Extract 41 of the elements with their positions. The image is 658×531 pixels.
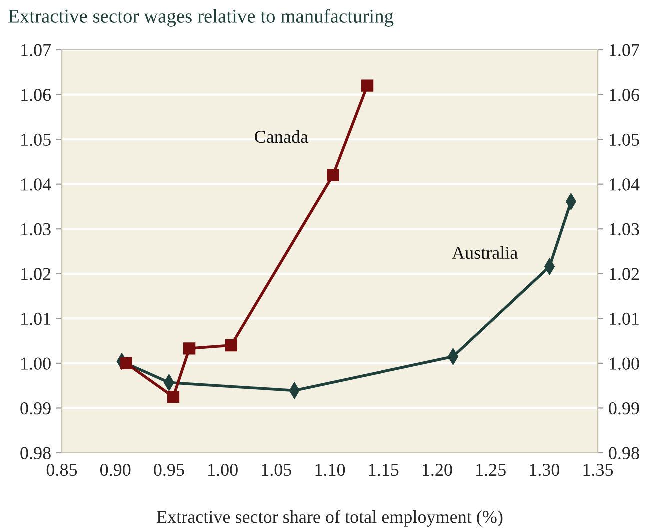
point [225, 339, 238, 352]
point [167, 390, 180, 404]
y2-tick-label: 1.06 [610, 89, 640, 102]
y-tick-label: 0.99 [20, 402, 51, 415]
series-label: Australia [452, 246, 518, 260]
x-tick-label: 1.00 [208, 464, 238, 476]
y-tick-label: 1.02 [22, 268, 51, 280]
x-tick-label: 1.30 [530, 464, 560, 476]
x-axis-title: Extractive sector share of total employment (%) [157, 510, 503, 527]
x-tick-label: 0.95 [154, 464, 184, 476]
x-tick-label: 1.35 [584, 464, 614, 476]
y2-tick-label: 1.05 [610, 134, 640, 146]
chart-title: Extractive sector wages relative to manufacturing [8, 9, 394, 27]
x-tick-label: 1.10 [316, 464, 346, 476]
y2-tick-label: 1.01 [610, 312, 639, 326]
y2-tick-label: 1.04 [610, 178, 640, 191]
series-label: Canada [255, 130, 308, 144]
x-tick-label: 1.20 [422, 464, 452, 476]
x-tick-label: 1.25 [476, 464, 506, 476]
y-tick-label: 0.98 [20, 447, 51, 460]
y2-tick-label: 0.98 [609, 447, 640, 460]
y2-tick-label: 1.00 [610, 358, 640, 370]
y-tick-label: 1.05 [22, 134, 51, 146]
y2-tick-label: 1.02 [610, 268, 640, 280]
x-tick-label: 0.85 [46, 464, 78, 476]
y2-tick-label: 0.99 [609, 402, 640, 415]
y-tick-label: 1.00 [22, 358, 51, 370]
y2-tick-label: 1.07 [610, 44, 640, 57]
x-tick-label: 0.90 [100, 464, 131, 476]
point [361, 80, 374, 92]
y-tick-label: 1.01 [22, 312, 50, 326]
y-tick-label: 1.04 [22, 178, 52, 191]
y-tick-label: 1.03 [22, 223, 51, 236]
point [183, 342, 196, 355]
y-tick-label: 1.06 [22, 89, 52, 102]
y-tick-label: 1.07 [22, 44, 52, 57]
x-tick-label: 1.05 [262, 464, 292, 476]
y2-tick-label: 1.03 [610, 223, 640, 236]
point [327, 169, 340, 182]
point [120, 357, 132, 370]
x-tick-label: 1.15 [369, 464, 399, 476]
